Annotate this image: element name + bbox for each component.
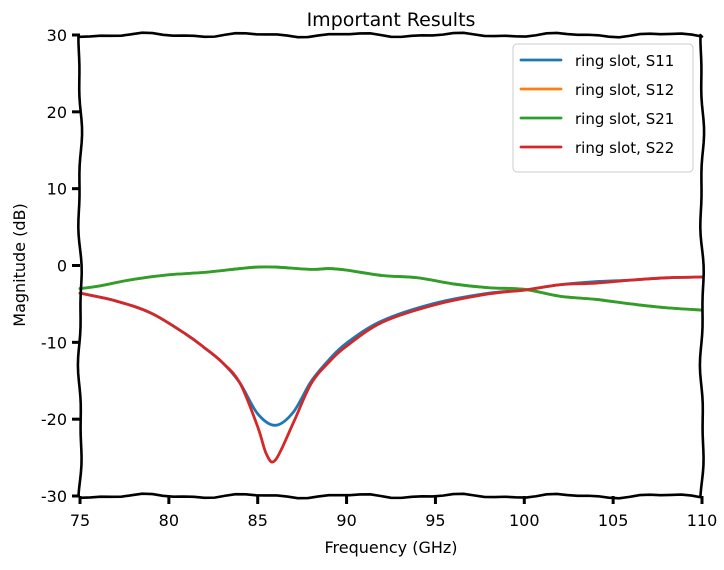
series-line-4 [78, 275, 704, 464]
x-tick-label: 80 [159, 511, 179, 530]
y-tick-label: -30 [41, 487, 67, 506]
y-axis-label: Magnitude (dB) [10, 203, 29, 326]
series-line-3 [78, 265, 704, 312]
axis-top [78, 31, 704, 39]
axis-right [698, 33, 706, 498]
x-tick-label: 85 [248, 511, 268, 530]
legend-label: ring slot, S11 [575, 52, 674, 70]
y-tick-label: -10 [41, 333, 67, 352]
y-tick-label: -20 [41, 410, 67, 429]
axis-left [76, 33, 84, 498]
series-line-1 [78, 275, 704, 427]
legend: ring slot, S11 ring slot, S12 ring slot, S… [512, 43, 694, 173]
x-tick-label: 110 [687, 511, 718, 530]
legend-box [512, 43, 694, 173]
axis-bottom [78, 492, 704, 500]
x-axis-label: Frequency (GHz) [324, 538, 457, 557]
legend-label: ring slot, S21 [575, 110, 674, 128]
series-lines-layer [78, 265, 704, 464]
y-tick-label: 20 [47, 103, 67, 122]
legend-label: ring slot, S22 [575, 139, 674, 157]
x-tick-label: 105 [598, 511, 629, 530]
x-tick-label: 95 [425, 511, 445, 530]
axes-layer [76, 31, 706, 500]
y-tick-label: 10 [47, 180, 67, 199]
x-tick-label: 75 [70, 511, 90, 530]
x-tick-label: 90 [336, 511, 356, 530]
legend-label: ring slot, S12 [575, 81, 674, 99]
x-tick-label: 100 [509, 511, 540, 530]
y-tick-label: 30 [47, 26, 67, 45]
y-tick-label: 0 [57, 257, 67, 276]
chart-title: Important Results [307, 9, 476, 31]
